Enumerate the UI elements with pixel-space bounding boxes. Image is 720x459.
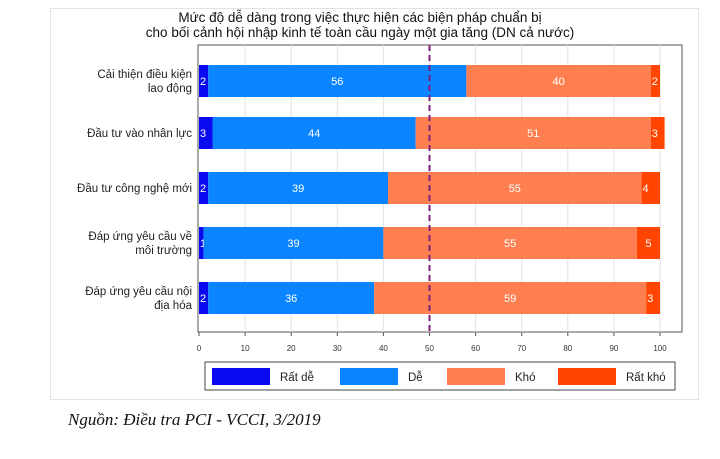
title-line-2: cho bối cảnh hội nhập kinh tế toàn cầu n…	[145, 25, 575, 40]
bar-segment	[199, 65, 209, 97]
title-line-1: Mức độ dễ dàng trong việc thực hiện các …	[178, 10, 542, 25]
x-tick-label: 20	[287, 344, 296, 353]
bar-segment	[646, 282, 660, 314]
category-label: Cải thiện điều kiện	[97, 69, 192, 81]
legend-label: Rất khó	[626, 372, 666, 384]
bar-segment	[199, 117, 213, 149]
x-tick-label: 40	[379, 344, 388, 353]
data-label: 3	[647, 293, 653, 305]
data-label: 59	[504, 293, 516, 305]
bar-segment	[650, 117, 665, 149]
bar-segment	[199, 227, 204, 259]
data-label: 2	[652, 76, 658, 88]
category-label: Đầu tư công nghệ mới	[77, 183, 192, 195]
legend-label: Rất dễ	[280, 371, 314, 384]
bar-segment	[208, 282, 375, 314]
bar-segment	[383, 227, 637, 259]
bar-segment	[466, 65, 651, 97]
x-tick-label: 30	[333, 344, 342, 353]
data-label: 44	[308, 128, 320, 140]
x-tick-label: 100	[653, 344, 667, 353]
bar-segment	[212, 117, 416, 149]
x-tick-label: 0	[197, 344, 202, 353]
data-label: 2	[200, 293, 206, 305]
category-label: Đáp ứng yêu cầu về	[88, 231, 192, 243]
data-label: 2	[200, 183, 206, 195]
legend-swatch	[558, 368, 616, 385]
bar-segment	[415, 117, 651, 149]
data-label: 39	[292, 183, 304, 195]
bar-segment	[636, 227, 660, 259]
x-tick-label: 70	[517, 344, 526, 353]
x-tick-label: 10	[241, 344, 250, 353]
data-label: 2	[200, 76, 206, 88]
bar-segment	[199, 282, 209, 314]
data-label: 55	[509, 183, 521, 195]
legend-label: Khó	[515, 372, 535, 384]
x-tick-label: 90	[609, 344, 618, 353]
data-label: 51	[527, 128, 539, 140]
data-label: 1	[200, 238, 206, 250]
chart-title: Mức độ dễ dàng trong việc thực hiện các …	[0, 10, 720, 40]
data-label: 39	[287, 238, 299, 250]
source-note: Nguồn: Điều tra PCI - VCCI, 3/2019	[68, 410, 321, 429]
bar-segment	[203, 227, 384, 259]
x-tick-label: 60	[471, 344, 480, 353]
data-label: 55	[504, 238, 516, 250]
bar-segment	[208, 65, 467, 97]
category-label: địa hóa	[154, 300, 192, 312]
legend-swatch	[447, 368, 505, 385]
category-label: Đáp ứng yêu cầu nội	[85, 286, 192, 298]
data-label: 5	[645, 238, 651, 250]
legend-swatch	[340, 368, 398, 385]
data-label: 3	[200, 128, 206, 140]
x-tick-label: 80	[563, 344, 572, 353]
legend-swatch	[212, 368, 270, 385]
bar-segment	[199, 172, 209, 204]
category-label: Đầu tư vào nhân lực	[87, 128, 192, 140]
category-label: môi trường	[135, 245, 192, 257]
data-label: 36	[285, 293, 297, 305]
data-label: 56	[331, 76, 343, 88]
legend-label: Dễ	[408, 371, 423, 384]
data-label: 40	[552, 76, 564, 88]
x-tick-label: 50	[425, 344, 434, 353]
data-label: 3	[652, 128, 658, 140]
bar-segment	[208, 172, 389, 204]
bar-segment	[374, 282, 647, 314]
bar-segment	[650, 65, 660, 97]
bar-segment	[641, 172, 660, 204]
data-label: 4	[642, 183, 648, 195]
category-label: lao động	[148, 83, 192, 95]
